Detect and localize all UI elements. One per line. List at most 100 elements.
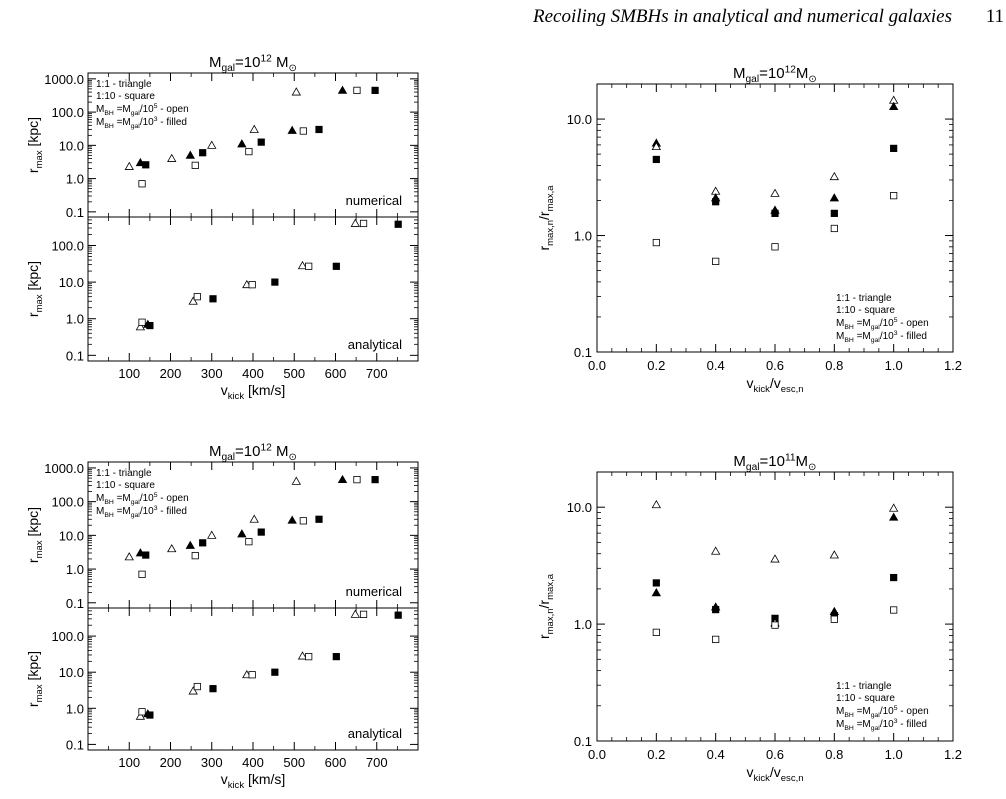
data-point-square <box>191 552 199 560</box>
x-tick-label: 500 <box>283 366 305 381</box>
data-point-square <box>890 144 898 152</box>
y-tick-label: 1000.0 <box>44 72 84 87</box>
legend-item: MBH =Mgal/105 - open <box>836 705 929 719</box>
data-point-square <box>271 278 279 286</box>
data-point-square <box>299 127 307 135</box>
data-point-triangle <box>829 550 840 559</box>
data-point-triangle <box>167 153 177 162</box>
chart-title: Mgal=1011M⊙ <box>733 452 816 473</box>
page-header: Recoiling SMBHs in analytical and numeri… <box>0 0 1006 30</box>
x-tick-label: 1.2 <box>944 747 962 762</box>
data-point-square <box>830 615 838 623</box>
data-point-square <box>394 611 402 619</box>
data-point-square <box>142 551 150 559</box>
data-point-square <box>305 262 313 270</box>
data-point-square <box>890 573 898 582</box>
data-point-square <box>652 238 660 247</box>
data-point-square <box>248 671 256 679</box>
y-axis-label: rmax [kpc] <box>25 261 45 317</box>
data-point-triangle <box>188 686 198 695</box>
x-tick-label: 1.2 <box>944 358 962 373</box>
x-tick-label: 0.2 <box>647 747 665 762</box>
data-point-triangle <box>350 609 360 618</box>
data-point-triangle <box>185 150 195 159</box>
y-tick-label: 100.0 <box>51 105 84 120</box>
data-point-triangle <box>888 512 899 521</box>
data-point-square <box>245 147 253 156</box>
chart-top-left: Mgal=1012 M⊙ 0.1 1.0 10.0 100.0 1000.0 rmax [k… <box>25 53 419 402</box>
data-point-square <box>394 220 402 228</box>
x-tick-label: 1.0 <box>885 747 903 762</box>
legend-item: 1:1 - triangle <box>836 681 892 692</box>
data-point-triangle <box>135 322 146 331</box>
data-point-square <box>257 528 265 536</box>
data-point-triangle <box>249 124 259 133</box>
y-axis-label: rmax,n/rmax,a <box>536 185 556 251</box>
y-axis-label: rmax,n/rmax,a <box>536 573 556 639</box>
legend-item: 1:1 - triangle <box>96 468 152 479</box>
x-tick-label: 0.0 <box>588 358 606 373</box>
x-tick-label: 0.8 <box>825 747 843 762</box>
y-tick-label: 0.1 <box>574 734 592 749</box>
data-point-triangle <box>237 139 247 148</box>
legend-item: 1:10 - square <box>96 91 155 102</box>
data-point-square <box>712 606 720 614</box>
data-point-square <box>193 293 201 301</box>
data-point-triangle <box>135 711 146 720</box>
x-tick-label: 200 <box>160 755 182 770</box>
data-point-square <box>371 86 379 94</box>
data-point-triangle <box>188 296 198 305</box>
data-point-square <box>191 161 199 169</box>
chart-bottom-right: Mgal=1011M⊙ 0.0 0.2 0.4 0.6 0.8 1.0 1.2 0.1 1.0 10… <box>536 452 962 784</box>
data-point-triangle <box>291 87 302 96</box>
data-point-square <box>712 198 720 206</box>
data-point-triangle <box>770 554 780 563</box>
data-point-square <box>830 224 838 233</box>
page-number: 11 <box>985 6 1004 27</box>
panel-numerical: 0.1 1.0 10.0 100.0 1000.0 rmax [kpc] numerical <box>25 72 419 220</box>
legend-item: 1:10 - square <box>836 305 895 316</box>
y-tick-label: 10.0 <box>59 528 84 543</box>
data-point-square <box>142 161 150 169</box>
legend-item: MBH =Mgal/103 - filled <box>836 330 927 344</box>
panel-analytical: 0.1 1.0 10.0 100.0 rmax [kpc] analytical <box>25 216 419 363</box>
data-point-square <box>371 476 379 484</box>
legend-item: MBH =Mgal/103 - filled <box>96 505 187 519</box>
data-point-square <box>271 668 279 676</box>
data-point-triangle <box>770 188 780 197</box>
data-point-triangle <box>297 651 308 660</box>
data-point-square <box>712 635 720 643</box>
y-tick-label: 1.0 <box>66 562 84 577</box>
data-point-triangle <box>287 515 297 524</box>
data-point-triangle <box>167 543 177 553</box>
y-tick-label: 0.1 <box>66 348 84 363</box>
legend-item: 1:10 - square <box>96 480 155 491</box>
y-tick-label: 0.1 <box>66 205 84 220</box>
y-tick-label: 10.0 <box>59 275 84 290</box>
y-tick-label: 1000.0 <box>44 461 84 476</box>
data-point-triangle <box>350 218 360 227</box>
data-point-square <box>199 149 207 157</box>
data-point-triangle <box>710 546 721 555</box>
x-tick-label: 300 <box>201 755 223 770</box>
panel-label: numerical <box>346 584 402 599</box>
x-tick-label: 500 <box>283 755 305 770</box>
x-tick-label: 700 <box>366 755 388 770</box>
x-axis-label: vkick/vesc,n <box>746 764 803 784</box>
data-point-triangle <box>185 540 195 549</box>
y-tick-label: 1.0 <box>574 229 592 244</box>
x-tick-label: 1.0 <box>885 358 903 373</box>
data-point-square <box>257 138 265 146</box>
y-tick-label: 1.0 <box>574 617 592 632</box>
chart-title: Mgal=1012 M⊙ <box>209 442 297 463</box>
data-point-square <box>332 653 340 661</box>
x-tick-label: 200 <box>160 366 182 381</box>
y-tick-label: 1.0 <box>66 312 84 327</box>
data-point-square <box>138 180 146 188</box>
data-point-triangle <box>888 101 899 110</box>
legend-item: 1:1 - triangle <box>836 293 892 304</box>
legend-item: MBH =Mgal/105 - open <box>836 317 929 331</box>
x-tick-label: 400 <box>242 755 264 770</box>
x-tick-label: 0.6 <box>766 358 784 373</box>
